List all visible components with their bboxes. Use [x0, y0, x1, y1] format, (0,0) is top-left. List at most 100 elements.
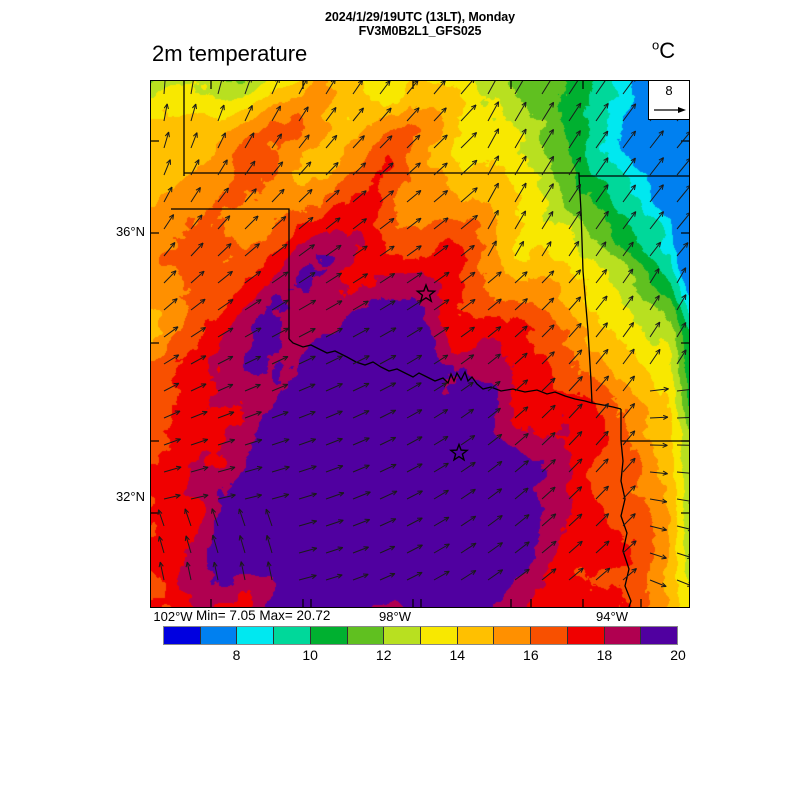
wind-vector — [433, 435, 449, 446]
wind-vector — [266, 561, 273, 581]
wind-vector — [649, 470, 668, 476]
wind-vector — [325, 410, 343, 419]
wind-vector — [649, 579, 667, 588]
wind-vector — [622, 568, 637, 581]
wind-vector — [163, 242, 176, 257]
wind-vector — [244, 327, 262, 338]
wind-vector — [352, 464, 370, 473]
wind-vector — [379, 545, 396, 554]
state-border-overlay — [151, 81, 689, 607]
wind-vector — [514, 155, 527, 176]
wind-vector — [676, 322, 687, 338]
wind-vector — [244, 132, 255, 149]
wind-vector — [298, 546, 318, 554]
colorbar[interactable] — [163, 626, 678, 645]
wind-vector — [406, 134, 421, 149]
colorbar-segment-13[interactable] — [641, 627, 678, 644]
colorbar-segment-10[interactable] — [531, 627, 568, 644]
border-ok-ks-north — [184, 172, 580, 176]
colorbar-segment-4[interactable] — [310, 627, 348, 644]
station-star-south[interactable] — [448, 442, 470, 462]
colorbar-segment-8[interactable] — [457, 627, 495, 644]
wind-vector — [158, 561, 165, 581]
wind-vector — [568, 156, 582, 176]
wind-vector — [271, 161, 284, 176]
wind-vector — [325, 162, 339, 176]
station-star-north[interactable] — [415, 282, 437, 303]
wind-vector — [379, 327, 397, 338]
wind-vector — [271, 327, 289, 338]
wind-vector — [212, 561, 219, 581]
wind-vector — [298, 134, 310, 149]
wind-vector — [190, 383, 207, 392]
border-tx-la-sabine — [620, 440, 632, 607]
border-red-river — [288, 338, 593, 404]
wind-vector — [541, 513, 557, 527]
wind-vector — [406, 463, 423, 473]
wind-vector — [406, 217, 422, 230]
wind-vector — [325, 189, 340, 203]
wind-vector — [568, 403, 583, 419]
wind-vector — [244, 438, 263, 446]
wind-vector — [379, 300, 396, 311]
colorbar-segment-12[interactable] — [604, 627, 642, 644]
wind-vector — [487, 209, 499, 230]
colorbar-segment-7[interactable] — [421, 627, 458, 644]
wind-vector — [595, 184, 609, 203]
wind-vector — [514, 240, 525, 257]
wind-vector — [433, 162, 448, 176]
wind-vector — [379, 107, 392, 122]
colorbar-segment-1[interactable] — [200, 627, 238, 644]
wind-vector — [352, 107, 364, 122]
wind-vector — [514, 541, 530, 554]
wind-vector — [379, 382, 397, 392]
wind-vector — [649, 498, 668, 504]
wind-vector — [568, 486, 583, 500]
colorbar-segment-0[interactable] — [164, 627, 201, 644]
wind-vector — [460, 187, 478, 203]
wind-vector — [217, 104, 225, 122]
wind-vector — [271, 243, 288, 257]
wind-vector — [541, 377, 556, 392]
wind-vector — [595, 295, 608, 311]
wind-vector — [217, 159, 228, 176]
wind-vector — [325, 272, 343, 284]
wind-vector — [271, 133, 283, 149]
wind-vector — [487, 240, 497, 257]
colorbar-segment-11[interactable] — [567, 627, 605, 644]
wind-vector — [676, 471, 689, 476]
wind-vector — [217, 81, 224, 95]
wind-vector — [379, 217, 395, 230]
figure-title-block: 2024/1/29/19UTC (13LT), Monday FV3M0B2L1… — [150, 10, 690, 38]
wind-vector — [163, 159, 171, 176]
wind-vector — [325, 134, 338, 149]
wind-vector — [541, 270, 555, 284]
wind-vector — [676, 349, 687, 365]
colorbar-segment-9[interactable] — [494, 627, 532, 644]
lon-tick-94: 94°W — [596, 609, 628, 624]
colorbar-segment-2[interactable] — [237, 627, 275, 644]
map-plot-area[interactable]: 8 — [150, 80, 690, 608]
wind-vector — [595, 348, 609, 365]
wind-vector — [568, 322, 582, 338]
wind-vector — [298, 355, 316, 365]
wind-vector — [460, 214, 478, 230]
colorbar-segment-3[interactable] — [274, 627, 311, 644]
colorbar-segment-5[interactable] — [347, 627, 385, 644]
wind-vector — [433, 570, 450, 581]
wind-vector — [514, 210, 527, 230]
wind-vector — [487, 433, 503, 446]
wind-vector — [676, 498, 689, 504]
wind-vector — [649, 241, 662, 257]
wind-vector — [298, 299, 317, 311]
wind-vector — [676, 158, 689, 176]
colorbar-segment-6[interactable] — [384, 627, 422, 644]
wind-vector — [244, 215, 259, 230]
wind-vector — [298, 574, 317, 581]
wind-vector — [406, 517, 423, 527]
wind-vector — [244, 299, 262, 311]
wind-vector — [244, 355, 262, 365]
wind-vector — [676, 525, 689, 532]
wind-vector — [649, 130, 664, 149]
wind-vector — [541, 155, 555, 176]
